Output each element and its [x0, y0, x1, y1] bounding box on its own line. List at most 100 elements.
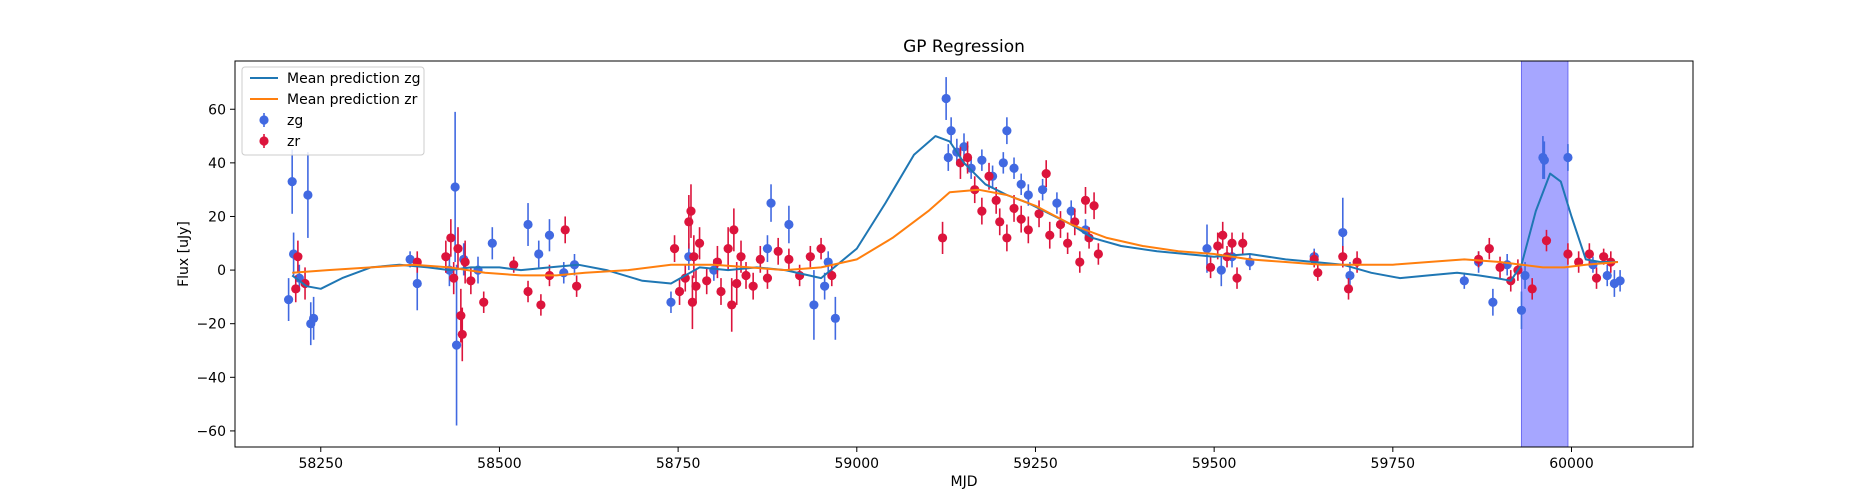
zr-point: [1563, 249, 1573, 259]
zg-point: [1038, 185, 1048, 195]
zg-point: [405, 254, 415, 264]
zr-point: [456, 311, 466, 321]
zg-point: [534, 249, 544, 259]
zr-point: [572, 281, 582, 291]
zg-point: [943, 152, 953, 163]
zr-point: [741, 270, 751, 281]
zr-point: [457, 329, 467, 340]
zg-point: [1216, 265, 1226, 275]
y-axis-label: Flux [uJy]: [176, 221, 192, 287]
zr-point: [1093, 249, 1103, 259]
zr-point: [449, 273, 459, 283]
zr-point: [1313, 268, 1323, 278]
x-tick-label: 60000: [1549, 456, 1594, 472]
legend-marker-swatch: [259, 136, 269, 146]
zr-point: [723, 244, 733, 254]
zr-point: [1055, 219, 1066, 230]
y-tick-label: −60: [196, 424, 226, 440]
x-tick-label: 58500: [477, 456, 522, 472]
zg-point: [412, 278, 422, 289]
zr-point: [1232, 273, 1242, 283]
zg-point: [284, 294, 294, 305]
zg-point: [946, 126, 956, 136]
legend-box: [241, 66, 425, 156]
zr-point: [686, 206, 696, 216]
zg-point: [1602, 270, 1612, 281]
y-tick-label: 60: [208, 102, 226, 118]
zr-point: [687, 297, 698, 307]
zr-point: [995, 217, 1005, 227]
highlight-span: [1520, 61, 1569, 447]
zr-point: [991, 195, 1001, 205]
legend-label: Mean prediction zg: [287, 71, 421, 87]
zr-point: [962, 152, 973, 163]
zr-point: [1023, 225, 1033, 235]
zg-point: [1539, 155, 1549, 165]
zr-point: [1527, 284, 1537, 294]
zg-point: [998, 158, 1008, 168]
zr-point: [1343, 284, 1354, 294]
x-tick-label: 59000: [835, 456, 880, 472]
zr-point: [937, 233, 948, 243]
zg-point: [941, 93, 951, 104]
chart-title: GP Regression: [903, 37, 1025, 57]
legend-label: Mean prediction zr: [287, 92, 418, 108]
zg-point: [666, 297, 676, 307]
zr-point: [1002, 233, 1012, 243]
zr-point: [1584, 249, 1594, 259]
legend-label: zg: [287, 113, 303, 129]
zg-point: [820, 281, 830, 291]
zr-point: [441, 252, 451, 262]
zg-point: [1052, 198, 1062, 208]
zg-point: [830, 313, 840, 323]
zr-point: [523, 286, 533, 297]
zr-point: [453, 244, 463, 254]
zg-point: [1002, 126, 1012, 136]
zr-point: [669, 244, 680, 254]
x-tick-label: 58250: [298, 456, 343, 472]
x-tick-label: 59500: [1192, 456, 1237, 472]
zg-point: [1345, 270, 1355, 281]
zr-point: [1213, 241, 1223, 251]
x-tick-label: 59750: [1371, 456, 1416, 472]
zr-point: [1034, 209, 1044, 219]
legend-marker-swatch: [259, 115, 269, 125]
zg-point: [1488, 297, 1498, 307]
zr-point: [689, 252, 699, 262]
zg-point: [544, 230, 555, 240]
zr-point: [536, 300, 546, 310]
y-tick-label: −40: [196, 370, 226, 386]
zr-point: [755, 254, 765, 264]
zr-point: [1041, 168, 1051, 179]
zr-point: [702, 276, 712, 286]
plot-area: [284, 61, 1625, 447]
zr-point: [466, 276, 476, 286]
zg-point: [1516, 305, 1527, 315]
zr-point: [732, 278, 742, 289]
y-tick-label: 20: [208, 209, 226, 225]
zr-point: [694, 238, 705, 248]
zr-point: [446, 233, 456, 243]
zr-point: [293, 252, 303, 262]
zr-point: [479, 297, 489, 307]
zr-point: [560, 225, 570, 235]
x-tick-label: 59250: [1013, 456, 1058, 472]
zr-point: [1599, 252, 1609, 262]
legend: Mean prediction zg Mean prediction zr zg zr: [241, 66, 425, 156]
zr-point: [784, 254, 794, 264]
zr-point: [762, 273, 773, 283]
zg-point: [1338, 227, 1348, 238]
zr-point: [773, 246, 783, 256]
zg-point: [1009, 163, 1019, 173]
line-mean-prediction-zr: [292, 188, 1619, 277]
zr-point: [1484, 244, 1494, 254]
zr-point: [691, 281, 701, 291]
zg-point: [959, 142, 969, 152]
zr-point: [1218, 230, 1228, 240]
y-tick-label: −20: [196, 317, 226, 333]
zr-point: [1495, 262, 1505, 273]
zr-point: [1075, 257, 1085, 267]
zr-point: [827, 270, 837, 281]
zg-point: [766, 198, 776, 208]
zg-point: [1016, 179, 1026, 189]
